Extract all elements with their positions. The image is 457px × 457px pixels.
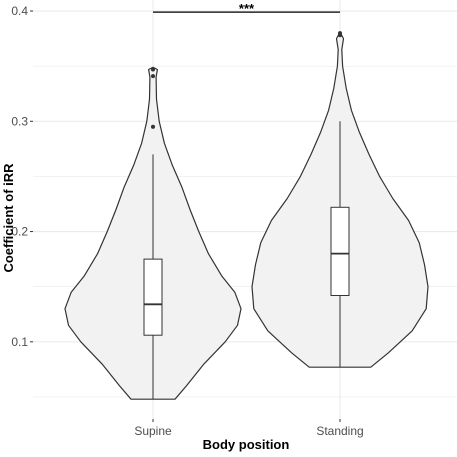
y-tick-label: 0.3 bbox=[11, 114, 28, 128]
outlier-point bbox=[338, 31, 342, 36]
y-tick-label: 0.1 bbox=[11, 335, 28, 349]
y-axis-title: Coefficient of iRR bbox=[1, 163, 16, 273]
y-tick-label: 0.4 bbox=[11, 4, 28, 18]
y-axis: 0.1 0.2 0.3 0.4 bbox=[11, 4, 33, 349]
significance-label: *** bbox=[239, 1, 255, 16]
box-standing bbox=[330, 206, 350, 297]
y-tick-label: 0.2 bbox=[11, 225, 28, 239]
outlier-point bbox=[151, 124, 155, 129]
x-axis-title: Body position bbox=[203, 437, 290, 452]
x-tick-label: Supine bbox=[134, 424, 172, 438]
box-supine bbox=[143, 258, 163, 336]
outlier-point bbox=[151, 74, 155, 79]
x-axis: Supine Standing bbox=[134, 419, 364, 438]
significance-annotation: *** bbox=[153, 1, 340, 16]
boxplots bbox=[143, 31, 350, 400]
x-tick-label: Standing bbox=[316, 424, 363, 438]
violins bbox=[64, 31, 429, 400]
outlier-point bbox=[151, 67, 155, 72]
